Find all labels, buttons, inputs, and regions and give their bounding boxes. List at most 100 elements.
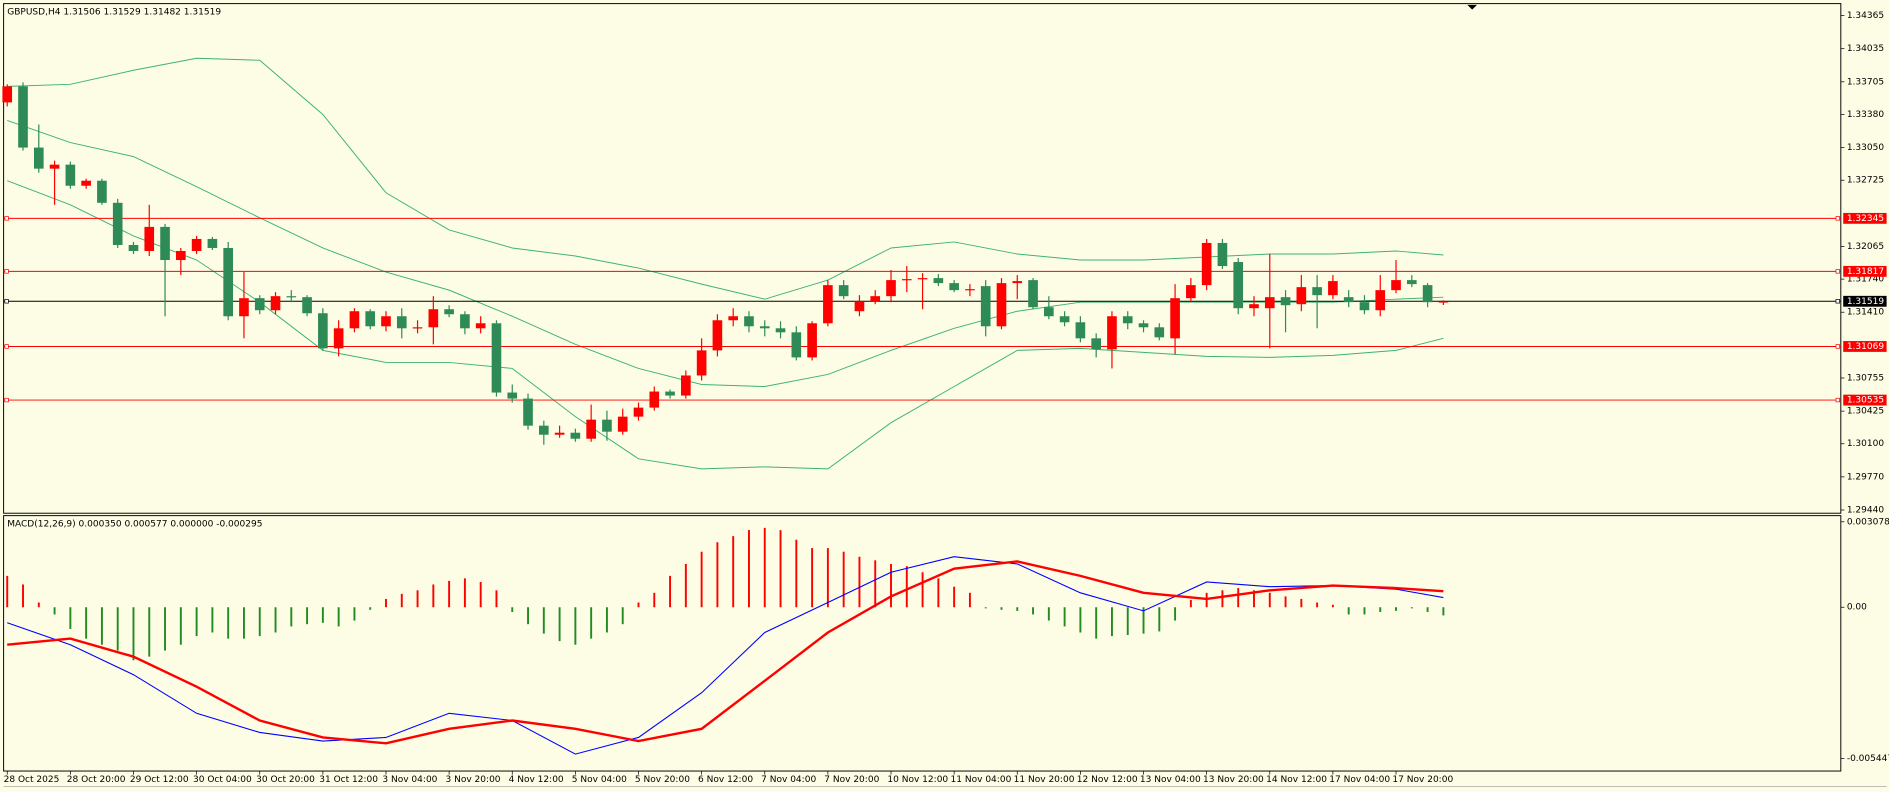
x-tick-label: 7 Nov 04:00 (761, 775, 816, 785)
candle-body (128, 244, 139, 251)
x-tick-label: 17 Nov 04:00 (1329, 775, 1390, 785)
x-tick-label: 7 Nov 20:00 (824, 775, 879, 785)
candle-body (1280, 297, 1291, 306)
candle-body (33, 147, 44, 169)
candle-body (696, 350, 707, 376)
level-handle (4, 397, 9, 403)
level-label: 1.31519 (1847, 297, 1885, 307)
level-label-box (1843, 295, 1887, 307)
x-tick-label: 10 Nov 12:00 (887, 775, 948, 785)
candle-body (270, 296, 281, 311)
x-tick-label: 29 Oct 12:00 (130, 775, 189, 785)
x-tick-label: 5 Nov 04:00 (572, 775, 627, 785)
x-tick-label: 28 Oct 2025 (4, 775, 60, 785)
candle-body (1375, 290, 1386, 311)
y-tick-label: 1.34365 (1847, 11, 1884, 21)
level-handle (1835, 344, 1840, 349)
candle-body (254, 298, 265, 311)
candle-body (681, 375, 691, 396)
candle-body (1438, 301, 1449, 303)
candle-body (81, 180, 91, 186)
candle-body (428, 309, 439, 328)
candle-body (1122, 316, 1133, 324)
y-tick-label: 1.32725 (1847, 176, 1884, 186)
candle-body (554, 432, 565, 435)
y-tick-label: 1.30100 (1847, 439, 1885, 449)
level-label-box (1843, 265, 1887, 277)
y-tick-label: 1.34035 (1847, 44, 1884, 54)
candle-body (980, 286, 991, 327)
candle-body (112, 202, 123, 245)
x-tick-label: 5 Nov 20:00 (635, 775, 690, 785)
candle-body (1233, 262, 1244, 309)
candle-body (1406, 280, 1417, 285)
level-handle (1835, 216, 1840, 221)
candle-body (712, 320, 723, 351)
level-label: 1.31069 (1847, 342, 1885, 352)
candle-body (1075, 322, 1086, 339)
band-middle (7, 120, 1444, 388)
candle-body (1249, 304, 1259, 309)
candle-body (396, 316, 407, 329)
chart-title: GBPUSD,H4 1.31506 1.31529 1.31482 1.3151… (7, 8, 221, 18)
candle-body (191, 238, 202, 251)
level-handle (1835, 299, 1840, 304)
candle-body (728, 316, 739, 321)
candle-body (759, 326, 770, 329)
candle-body (665, 391, 675, 396)
price-panel-frame (3, 3, 1842, 514)
candle-body (791, 332, 802, 358)
candle-body (2, 86, 13, 103)
candle-body (854, 301, 865, 312)
candle-body (97, 180, 107, 203)
shift-marker (1467, 4, 1477, 10)
candle-body (1328, 281, 1338, 296)
candle-body (65, 164, 76, 186)
y-tick-label: 1.30755 (1847, 373, 1884, 383)
candle-body (1391, 280, 1401, 291)
candle-body (1091, 338, 1101, 350)
y-tick-label: 1.29770 (1847, 472, 1885, 482)
macd-panel-frame (3, 515, 1842, 772)
candle-body (886, 280, 896, 297)
candle-body (507, 392, 518, 399)
y-tick-label: 1.33380 (1847, 110, 1885, 120)
macd-line (7, 556, 1444, 755)
y-tick-label: 1.31410 (1847, 308, 1885, 318)
level-label: 1.30535 (1847, 396, 1884, 406)
level-label-box (1843, 212, 1887, 224)
y-tick-label: 1.29440 (1847, 506, 1885, 516)
candle-body (1107, 316, 1117, 350)
candle-body (996, 283, 1007, 327)
candle-body (1201, 242, 1212, 286)
candle-body (1012, 281, 1023, 284)
candle-body (1186, 285, 1196, 299)
level-handle (1835, 269, 1840, 274)
candle-body (412, 327, 423, 329)
candle-body (318, 313, 328, 349)
band-lower (7, 180, 1444, 470)
candle-body (475, 323, 486, 329)
x-tick-label: 30 Oct 04:00 (193, 775, 252, 785)
candle-body (1343, 297, 1354, 303)
band-upper (7, 57, 1444, 300)
x-tick-label: 11 Nov 04:00 (951, 775, 1012, 785)
x-tick-label: 13 Nov 04:00 (1140, 775, 1201, 785)
x-tick-label: 4 Nov 12:00 (509, 775, 564, 785)
candle-body (223, 247, 233, 317)
candle-body (1217, 242, 1228, 267)
candle-body (949, 283, 959, 291)
level-label-box (1843, 341, 1887, 352)
candle-body (838, 285, 849, 297)
level-handle (4, 344, 9, 349)
level-label: 1.32345 (1847, 214, 1884, 224)
candle-body (1312, 287, 1322, 296)
signal-line (7, 560, 1444, 745)
candle-body (870, 296, 881, 302)
candle-body (1154, 327, 1165, 338)
candle-body (649, 391, 660, 408)
y-tick-label: 1.33705 (1847, 77, 1884, 87)
